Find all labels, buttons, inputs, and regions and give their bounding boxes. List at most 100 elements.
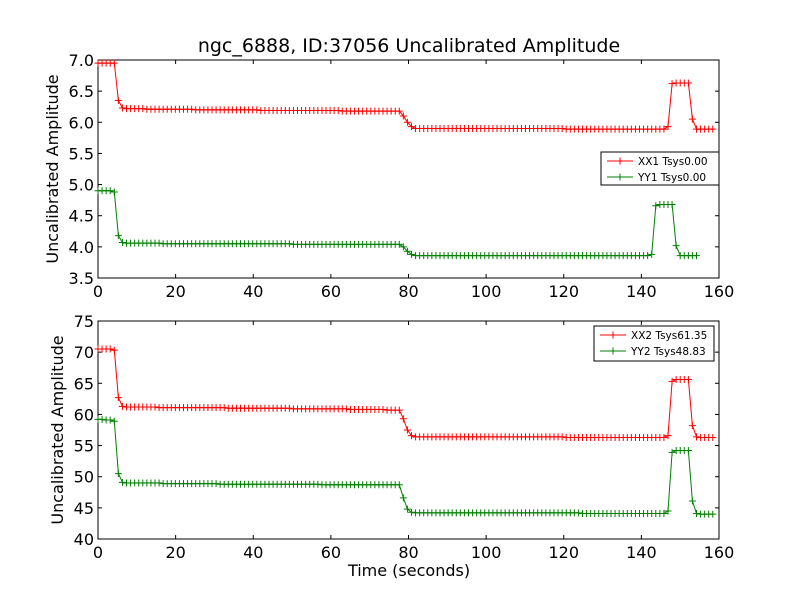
top-y-tick-label: 5.5 [69,144,94,163]
top-legend: XX1 Tsys0.00 YY1 Tsys0.00 [600,151,720,186]
top-data-point [558,125,566,133]
top-data-point [684,79,692,87]
bottom-data-point [110,417,118,425]
top-data-point [106,187,114,195]
top-data-point [648,250,656,258]
bottom-x-tick-label: 80 [398,543,418,562]
bottom-data-point [220,404,228,412]
top-data-point [110,188,118,196]
top-x-tick-label: 40 [243,282,263,301]
top-data-point [664,123,672,131]
bottom-x-tick-label: 0 [93,543,103,562]
bottom-y-tick-label: 75 [74,312,94,331]
bottom-x-tick-label: 60 [321,543,341,562]
bottom-data-point [118,478,126,486]
bottom-tick-labels: 0 20 40 60 80 100 120 140 160 40 45 50 55 60 65 70 75 [74,312,735,562]
bottom-data-point [660,509,668,517]
bottom-data-point [558,433,566,441]
bottom-legend-frame [593,325,715,362]
bottom-x-tick-label: 20 [165,543,185,562]
top-y-tick-label: 7.0 [69,51,94,70]
bottom-data-point [114,394,122,402]
bottom-data-point [668,377,676,385]
top-data-point [114,232,122,240]
bottom-data-point [408,508,415,516]
bottom-data-point [408,432,415,440]
bottom-legend-marker [609,331,617,339]
top-legend-label: YY1 Tsys0.00 [637,172,706,184]
x-axis-label: Time (seconds) [347,561,470,580]
bottom-data-point [709,433,717,441]
bottom-data-point [110,346,118,354]
top-x-tick-label: 120 [548,282,579,301]
top-data-point [652,202,660,210]
top-x-tick-label: 0 [93,282,103,301]
bottom-data-point [693,509,700,517]
bottom-series-layer [94,345,717,518]
top-data-point [285,240,293,248]
bottom-legend-label: YY2 Tsys48.83 [630,346,706,358]
bottom-data-point [212,480,220,488]
bottom-data-point [684,447,692,455]
top-data-point [644,252,652,260]
top-data-point [155,239,163,247]
bottom-y-tick-label: 40 [74,530,94,549]
top-data-point [403,118,411,126]
bottom-legend: XX2 Tsys61.35 YY2 Tsys48.83 [593,325,715,362]
top-data-point [118,104,126,112]
top-legend-marker [616,157,624,165]
top-y-tick-label: 6.0 [69,113,94,132]
top-legend-label: XX1 Tsys0.00 [638,156,708,168]
top-x-tick-label: 80 [398,282,418,301]
top-x-tick-label: 160 [704,282,735,301]
bottom-data-point [688,422,696,430]
figure-title: ngc_6888, ID:37056 Uncalibrated Amplitud… [198,35,620,57]
bottom-data-point [403,505,411,513]
top-data-point [408,250,415,258]
bottom-data-point [98,415,106,423]
bottom-x-tick-label: 120 [548,543,579,562]
top-y-tick-label: 3.5 [69,269,94,288]
top-data-point [399,112,407,120]
bottom-y-tick-label: 55 [74,437,94,456]
top-y-tick-label: 4.5 [69,207,94,226]
top-series-layer [94,59,717,260]
bottom-legend-label: XX2 Tsys61.35 [631,330,707,342]
bottom-series-markers-1 [94,345,717,441]
top-series-markers-2 [94,187,700,260]
bottom-x-tick-label: 40 [243,543,263,562]
plot-bottom: 0 20 40 60 80 100 120 140 160 40 45 50 55 60 65 70 75 Un… [48,312,734,562]
top-data-point [253,106,261,114]
top-legend-frame [600,151,720,186]
bottom-y-tick-label: 50 [74,468,94,487]
top-data-point [672,242,680,250]
bottom-data-point [660,433,668,441]
top-data-point [693,252,700,260]
top-data-point [118,238,126,246]
plot-top: 0 20 40 60 80 100 120 140 160 3.5 4.0 4.5 5.0 5.5 6.0 6… [43,51,734,301]
top-y-tick-label: 4.0 [69,238,94,257]
top-x-tick-label: 100 [471,282,502,301]
top-data-point [403,247,411,255]
bottom-y-tick-label: 45 [74,499,94,518]
top-x-tick-label: 20 [165,282,185,301]
bottom-x-tick-label: 160 [704,543,735,562]
top-data-point [395,107,403,115]
top-x-tick-label: 140 [626,282,657,301]
bottom-data-point [399,415,407,423]
bottom-axis-ticks [97,320,720,540]
bottom-data-point [151,403,159,411]
bottom-data-point [574,509,582,517]
top-data-point [709,125,717,133]
top-data-point [334,106,342,114]
bottom-data-point [106,416,114,424]
bottom-data-point [688,497,696,505]
bottom-data-point [664,507,672,515]
top-axis-ticks [97,59,720,279]
bottom-data-point [379,405,387,413]
top-y-tick-label: 6.5 [69,82,94,101]
bottom-data-point [395,406,403,414]
top-data-point [688,115,696,123]
bottom-data-point [106,345,114,353]
